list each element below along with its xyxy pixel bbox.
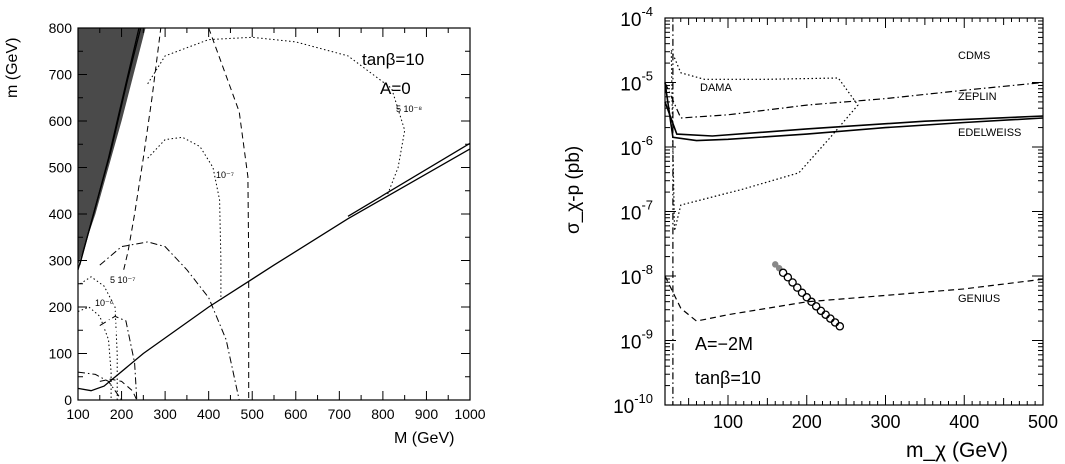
scatter-point	[778, 268, 788, 278]
left-y-tick-label: 200	[49, 299, 73, 315]
left-plot-frame	[77, 27, 471, 401]
right-x-tick-label: 500	[1028, 412, 1058, 432]
contour-label-5e-7: 5 10⁻⁷	[110, 275, 136, 285]
scatter-point	[811, 302, 821, 311]
scatter-point	[807, 297, 816, 307]
left-series-4	[147, 36, 406, 196]
scatter-point	[783, 273, 793, 282]
left-y-tick-label: 700	[49, 67, 73, 83]
scatter-point	[835, 322, 845, 331]
right-series-group	[664, 24, 1044, 405]
left-x-tick-label: 1000	[454, 406, 485, 422]
left-x-axis-label: M (GeV)	[394, 430, 454, 447]
left-x-tick-label: 800	[371, 406, 395, 422]
left-series-group	[77, 27, 471, 401]
left-x-tick-label: 500	[241, 406, 265, 422]
scatter-point	[826, 314, 835, 323]
scatter-point	[797, 288, 807, 298]
left-series-8	[123, 27, 162, 270]
left-series-12	[99, 315, 138, 401]
scatter-point	[788, 278, 797, 287]
right-x-tick-label: 100	[713, 412, 743, 432]
right-series-edelweiss	[664, 82, 1044, 142]
left-y-tick-label: 300	[49, 253, 73, 269]
mu-squared-label: μ²<0	[96, 288, 132, 334]
left-series-2	[77, 148, 471, 392]
left-x-tick-label: 300	[153, 406, 177, 422]
left-series-10	[99, 378, 138, 401]
contour-label-1e-6: 10⁻⁶	[95, 298, 114, 308]
left-series-13	[77, 371, 123, 401]
right-series-zeplin	[664, 101, 1044, 137]
legend-cdms: CDMS	[958, 50, 990, 62]
left-series-1	[79, 27, 142, 266]
left-x-tick-label: 400	[197, 406, 221, 422]
left-y-tick-label: 800	[49, 20, 73, 36]
right-x-tick-label: 200	[792, 412, 822, 432]
left-series-11	[99, 241, 240, 401]
right-series-genius	[664, 275, 1044, 322]
scatter-point	[802, 293, 812, 302]
right-y-tick-label: 10-5	[620, 69, 653, 96]
right-chart: 100 200 300 400 500 10-4 10-5 10-6 10-7 10-8 10-9 1…	[563, 4, 1058, 462]
left-chart: 100 200 300 400 500 600 700 800 900 1000010020030…	[4, 20, 486, 447]
right-x-axis-label: m_χ (GeV)	[906, 439, 1008, 462]
right-series-dama	[670, 50, 859, 231]
scatter-point	[821, 310, 830, 319]
right-y-tick-label: 10-8	[620, 262, 653, 289]
contour-label-5e-8: 5 10⁻⁸	[396, 104, 422, 114]
left-x-tick-label: 200	[110, 406, 134, 422]
right-y-tick-label: 10-4	[620, 4, 653, 31]
right-y-tick-label: 10-10	[613, 391, 653, 418]
a-label-left: A=0	[380, 79, 411, 98]
tanb-label-left: tanβ=10	[362, 50, 424, 69]
scatter-point	[793, 283, 802, 292]
contour-label-1e-7: 10⁻⁷	[216, 170, 234, 180]
left-ticks: 100 200 300 400 500 600 700 800 900 1000010020030…	[49, 20, 486, 422]
a-label-right: A=−2M	[695, 334, 753, 354]
right-series-cdms	[664, 81, 1044, 119]
left-x-tick-label: 100	[66, 406, 90, 422]
right-x-tick-label: 400	[949, 412, 979, 432]
left-series-3	[347, 142, 471, 217]
legend-zeplin: ZEPLIN	[958, 91, 997, 103]
right-y-axis-label: σ_χ-p (pb)	[563, 146, 584, 234]
left-series-6	[79, 276, 118, 400]
left-x-tick-label: 900	[415, 406, 439, 422]
right-scatter-group	[772, 261, 845, 331]
tanb-label-right: tanβ=10	[695, 368, 761, 388]
right-ticks: 100 200 300 400 500 10-4 10-5 10-6 10-7 10-8 10-9 1…	[613, 4, 1058, 432]
right-x-tick-label: 300	[870, 412, 900, 432]
legend-dama: DAMA	[700, 82, 732, 94]
left-y-tick-label: 100	[49, 346, 73, 362]
left-y-tick-label: 500	[49, 160, 73, 176]
right-y-tick-label: 10-9	[620, 327, 653, 354]
left-y-tick-label: 400	[49, 206, 73, 222]
right-y-tick-label: 10-6	[620, 133, 653, 160]
left-y-tick-label: 600	[49, 113, 73, 129]
scatter-point	[830, 318, 840, 327]
left-x-tick-label: 600	[284, 406, 308, 422]
left-y-tick-label: 0	[64, 392, 72, 408]
legend-genius: GENIUS	[958, 293, 1000, 305]
left-x-tick-label: 700	[328, 406, 352, 422]
scatter-point	[772, 261, 779, 268]
legend-edelweiss: EDELWEISS	[958, 127, 1021, 139]
left-series-9	[208, 27, 250, 400]
right-y-tick-label: 10-7	[620, 198, 653, 225]
scatter-point	[816, 306, 826, 316]
left-y-axis-label: m (GeV)	[4, 38, 21, 98]
left-series-7	[77, 306, 112, 400]
left-series-5	[147, 136, 222, 300]
